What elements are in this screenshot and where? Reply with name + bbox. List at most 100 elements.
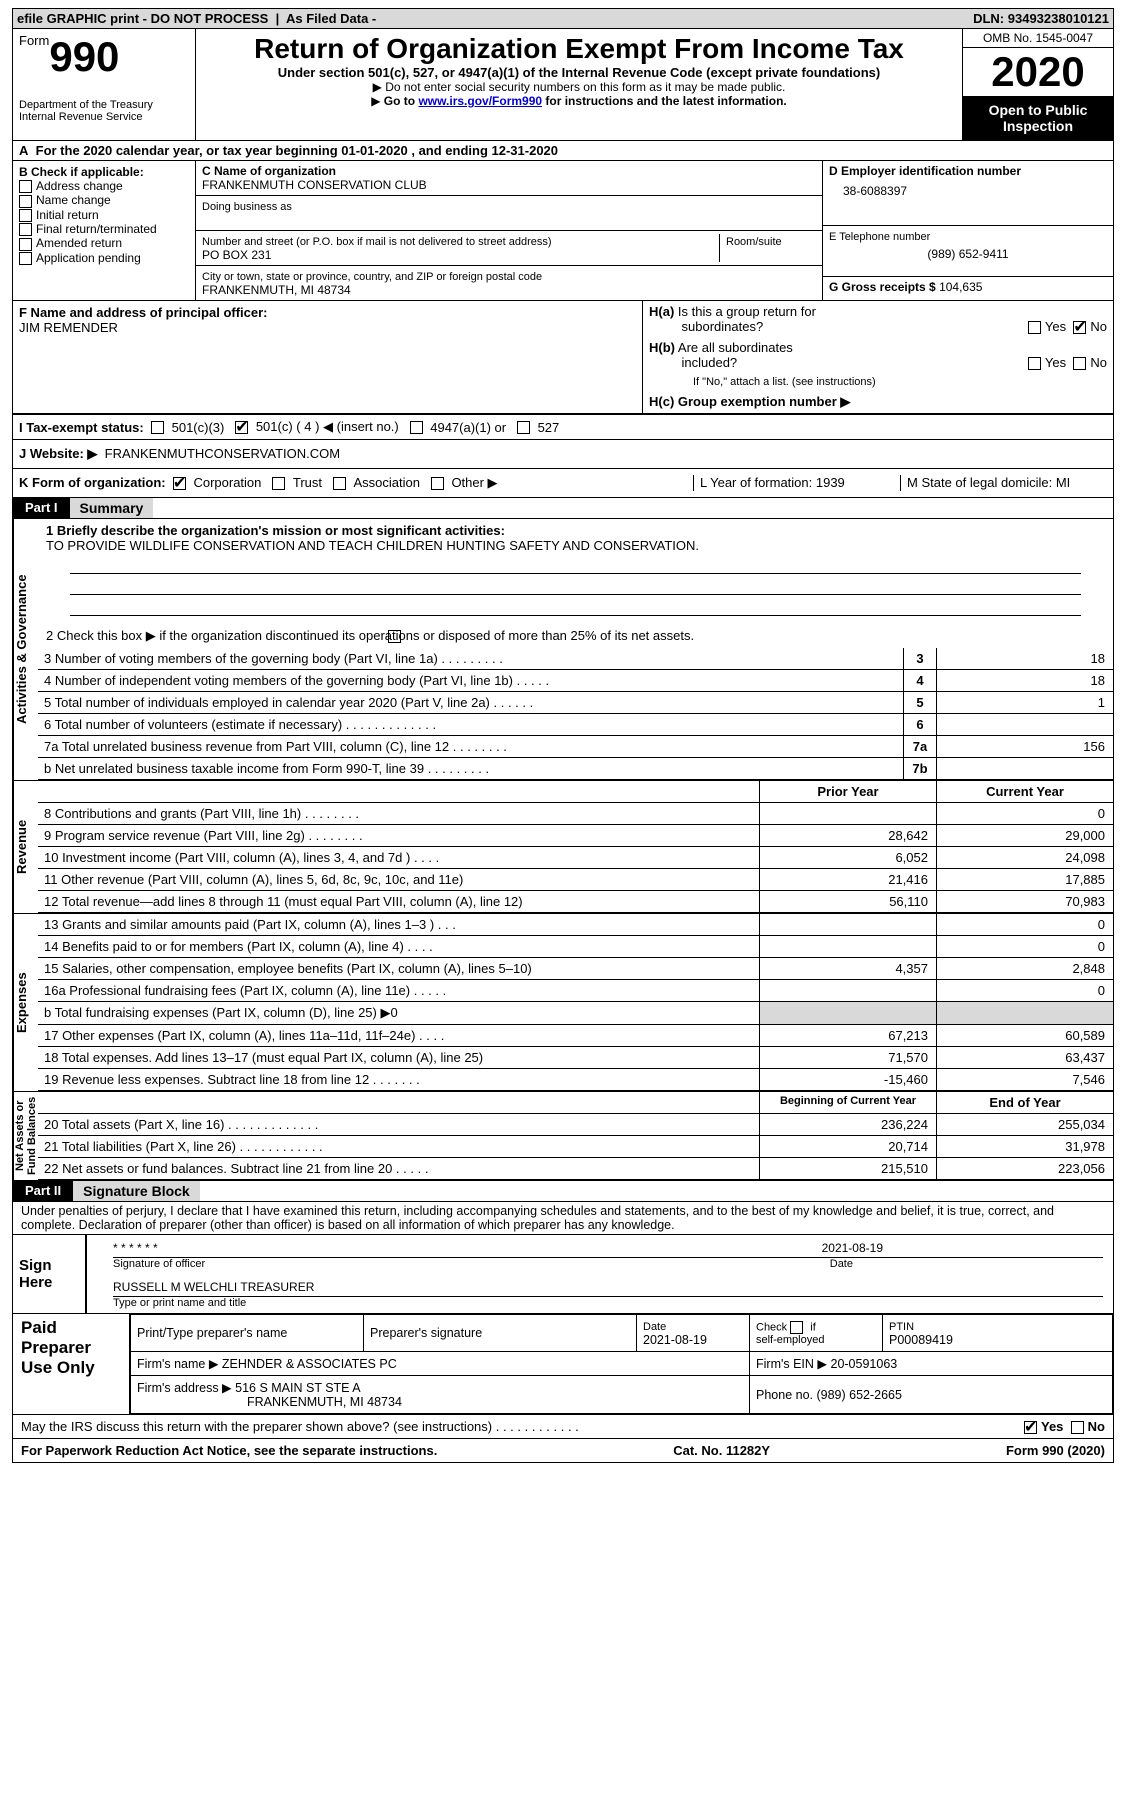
- curr-val: 31,978: [936, 1136, 1113, 1157]
- checkbox-icon[interactable]: [1028, 321, 1041, 334]
- checkbox-icon[interactable]: [151, 421, 164, 434]
- hb-text: H(b) Are all subordinates included?: [649, 340, 793, 370]
- line-text: 22 Net assets or fund balances. Subtract…: [38, 1158, 759, 1179]
- paid-preparer-label: Paid Preparer Use Only: [13, 1314, 130, 1414]
- line-text: 11 Other revenue (Part VIII, column (A),…: [38, 869, 759, 890]
- checkbox-icon[interactable]: [272, 477, 285, 490]
- form-word: Form: [19, 33, 49, 48]
- c-name-lbl: C Name of organization: [202, 164, 336, 178]
- sig-of-officer: Signature of officer: [113, 1258, 205, 1270]
- col-c: C Name of organizationFRANKENMUTH CONSER…: [196, 161, 822, 300]
- checkbox-icon[interactable]: [1028, 357, 1041, 370]
- city-val: FRANKENMUTH, MI 48734: [202, 283, 351, 297]
- expenses-section: Expenses 13 Grants and similar amounts p…: [13, 914, 1113, 1092]
- efile-text: efile GRAPHIC print - DO NOT PROCESS: [17, 11, 268, 26]
- asfiled-text: As Filed Data -: [286, 11, 376, 26]
- line-val: 18: [937, 648, 1113, 669]
- checkbox-icon[interactable]: [19, 238, 32, 251]
- checkbox-icon[interactable]: [19, 252, 32, 265]
- omb-number: OMB No. 1545-0047: [963, 29, 1113, 48]
- begin-year-hdr: Beginning of Current Year: [759, 1092, 936, 1113]
- prior-val: 71,570: [759, 1047, 936, 1068]
- q1: 1 Briefly describe the organization's mi…: [46, 523, 505, 538]
- line-text: 16a Professional fundraising fees (Part …: [38, 980, 759, 1001]
- curr-val: 60,589: [936, 1025, 1113, 1046]
- curr-val: 0: [936, 936, 1113, 957]
- i-lbl: I Tax-exempt status:: [19, 420, 144, 435]
- shaded-cell: [759, 1002, 936, 1024]
- dln-value: 93493238010121: [1008, 11, 1109, 26]
- firm-addr: Firm's address ▶ 516 S MAIN ST STE A: [137, 1381, 361, 1395]
- checkbox-icon[interactable]: [19, 223, 32, 236]
- line-text: 15 Salaries, other compensation, employe…: [38, 958, 759, 979]
- firm-ein: Firm's EIN ▶ 20-0591063: [750, 1352, 1113, 1376]
- ptin-val: P00089419: [889, 1333, 953, 1347]
- prior-year-hdr: Prior Year: [759, 781, 936, 802]
- checkbox-icon[interactable]: [790, 1321, 803, 1334]
- checkbox-checked-icon[interactable]: [1073, 321, 1086, 334]
- checkbox-icon[interactable]: [19, 209, 32, 222]
- checkbox-checked-icon[interactable]: [1024, 1421, 1037, 1434]
- form-footer: Form 990 (2020): [1006, 1443, 1105, 1458]
- checkbox-icon[interactable]: [19, 195, 32, 208]
- row-j: J Website: ▶ FRANKENMUTHCONSERVATION.COM: [13, 440, 1113, 469]
- prep-sig-hdr: Preparer's signature: [364, 1315, 637, 1352]
- prior-val: [759, 914, 936, 935]
- part2-title: Signature Block: [73, 1181, 200, 1201]
- irs-link[interactable]: www.irs.gov/Form990: [418, 94, 542, 108]
- part2-box: Part II: [13, 1181, 73, 1201]
- line-text: 13 Grants and similar amounts paid (Part…: [38, 914, 759, 935]
- checkbox-icon[interactable]: [1071, 1421, 1084, 1434]
- line-text: 21 Total liabilities (Part X, line 26) .…: [38, 1136, 759, 1157]
- line-num: 7b: [903, 758, 937, 779]
- curr-val: 223,056: [936, 1158, 1113, 1179]
- note-goto-post: for instructions and the latest informat…: [542, 94, 787, 108]
- gov-line: 6 Total number of volunteers (estimate i…: [38, 714, 903, 735]
- gov-rows: 3 Number of voting members of the govern…: [38, 648, 1113, 780]
- ein-val: 38-6088397: [829, 184, 1107, 198]
- city-lbl: City or town, state or province, country…: [202, 271, 542, 283]
- vtab-revenue: Revenue: [13, 781, 38, 913]
- date-lbl: Date: [830, 1258, 1103, 1270]
- hb-note: If "No," attach a list. (see instruction…: [643, 373, 1113, 391]
- org-name: FRANKENMUTH CONSERVATION CLUB: [202, 178, 427, 192]
- part2-header: Part II Signature Block: [13, 1181, 1113, 1202]
- checkbox-icon[interactable]: [410, 421, 423, 434]
- gov-line: 5 Total number of individuals employed i…: [38, 692, 903, 713]
- part1-box: Part I: [13, 498, 70, 518]
- curr-val: 2,848: [936, 958, 1113, 979]
- firm-city: FRANKENMUTH, MI 48734: [137, 1395, 402, 1409]
- form-title: Return of Organization Exempt From Incom…: [204, 33, 954, 65]
- current-year-hdr: Current Year: [936, 781, 1113, 802]
- gov-line: 4 Number of independent voting members o…: [38, 670, 903, 691]
- vtab-netassets: Net Assets orFund Balances: [13, 1092, 38, 1180]
- line-text: 8 Contributions and grants (Part VIII, l…: [38, 803, 759, 824]
- line-val: 1: [937, 692, 1113, 713]
- checkbox-icon[interactable]: [19, 180, 32, 193]
- form-number: 990: [49, 33, 119, 80]
- checkbox-checked-icon[interactable]: [235, 421, 248, 434]
- checkbox-icon[interactable]: [333, 477, 346, 490]
- checkbox-checked-icon[interactable]: [173, 477, 186, 490]
- section-bcd: B Check if applicable: Address change Na…: [13, 161, 1113, 301]
- prior-val: 56,110: [759, 891, 936, 912]
- checkbox-icon[interactable]: [517, 421, 530, 434]
- line-text: 19 Revenue less expenses. Subtract line …: [38, 1069, 759, 1090]
- net-assets-section: Net Assets orFund Balances Beginning of …: [13, 1092, 1113, 1181]
- phone-val: (989) 652-9411: [829, 247, 1107, 261]
- ha-text: H(a) Is this a group return for subordin…: [649, 304, 816, 334]
- sig-date: 2021-08-19: [822, 1241, 1103, 1255]
- officer-name: JIM REMENDER: [19, 320, 118, 335]
- prior-val: 28,642: [759, 825, 936, 846]
- line-val: [937, 758, 1113, 779]
- checkbox-icon[interactable]: [1073, 357, 1086, 370]
- paperwork: For Paperwork Reduction Act Notice, see …: [21, 1443, 437, 1458]
- checkbox-icon[interactable]: [388, 630, 401, 643]
- curr-val: 0: [936, 914, 1113, 935]
- gov-line: b Net unrelated business taxable income …: [38, 758, 903, 779]
- g-lbl: G Gross receipts $: [829, 280, 936, 294]
- form-990: efile GRAPHIC print - DO NOT PROCESS | A…: [12, 8, 1114, 1463]
- line-num: 6: [903, 714, 937, 735]
- checkbox-icon[interactable]: [431, 477, 444, 490]
- sign-here-label: Sign Here: [13, 1253, 85, 1295]
